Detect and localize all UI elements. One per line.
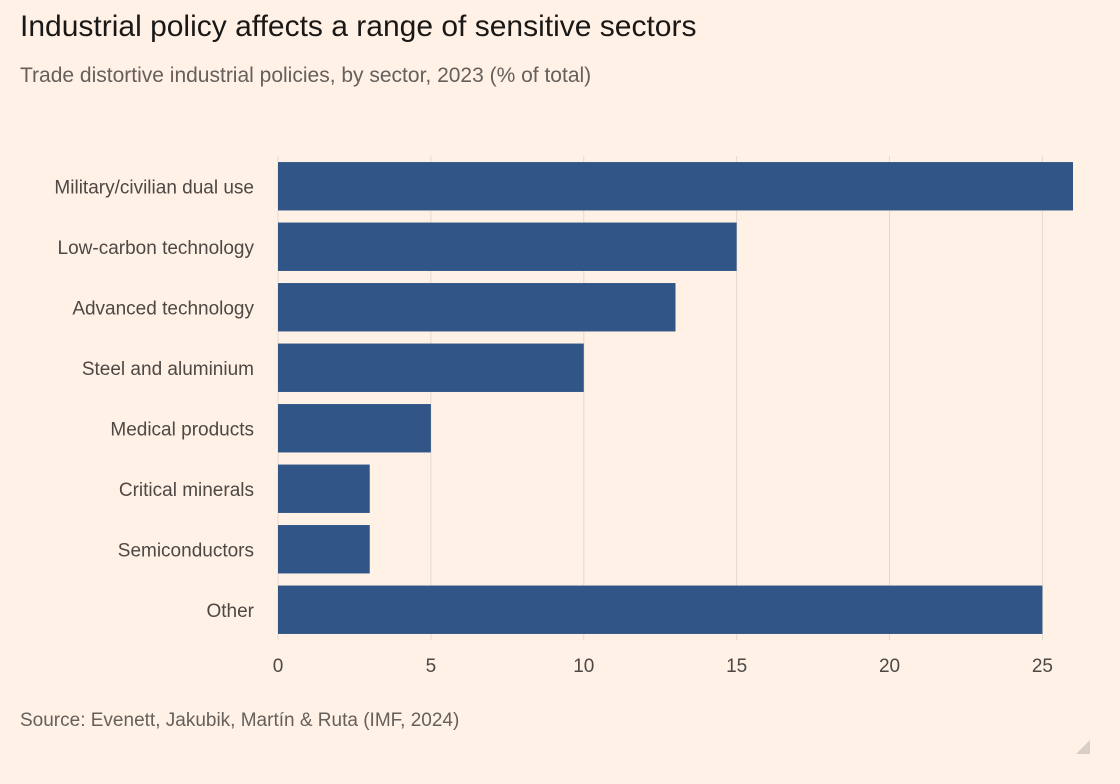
chart-subtitle: Trade distortive industrial policies, by… (20, 64, 592, 87)
x-tick-label: 0 (273, 656, 284, 677)
x-tick-label: 5 (426, 656, 437, 677)
bar (278, 404, 431, 453)
category-label: Critical minerals (119, 480, 254, 501)
category-label: Semiconductors (118, 540, 254, 561)
bars (278, 162, 1073, 634)
bar (278, 343, 584, 392)
bar (278, 283, 676, 332)
category-label: Low-carbon technology (58, 238, 255, 259)
x-axis-tick-labels: 0 5 10 15 20 25 (273, 656, 1053, 677)
x-tick-label: 20 (879, 656, 900, 677)
x-tick-label: 10 (573, 656, 594, 677)
x-tick-label: 15 (726, 656, 747, 677)
category-label: Medical products (110, 419, 254, 440)
category-label: Steel and aluminium (82, 359, 254, 380)
resize-corner-icon (1076, 740, 1090, 754)
bar (278, 585, 1043, 634)
chart-title: Industrial policy affects a range of sen… (20, 10, 697, 43)
source-note: Source: Evenett, Jakubik, Martín & Ruta … (20, 710, 460, 731)
bar (278, 162, 1073, 211)
bar (278, 222, 737, 271)
bar (278, 525, 370, 574)
category-labels: Military/civilian dual use Low-carbon tec… (54, 177, 254, 622)
category-label: Military/civilian dual use (54, 177, 254, 198)
x-tick-label: 25 (1032, 656, 1053, 677)
category-label: Advanced technology (72, 298, 254, 319)
category-label: Other (206, 601, 254, 622)
bar (278, 464, 370, 513)
